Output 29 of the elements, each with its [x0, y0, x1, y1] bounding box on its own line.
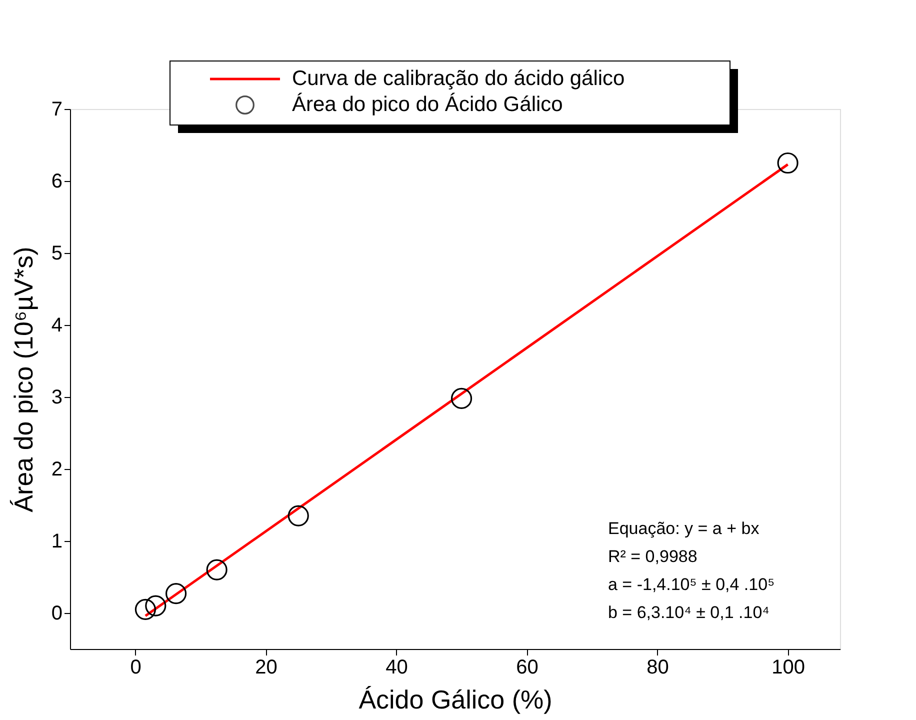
y-tick-label: 4	[51, 314, 62, 336]
legend-label: Área do pico do Ácido Gálico	[292, 92, 563, 116]
x-tick-label: 100	[772, 656, 805, 678]
annotation: Equação: y = a + bx	[608, 519, 760, 538]
y-tick-label: 6	[51, 170, 62, 192]
legend-label: Curva de calibração do ácido gálico	[292, 67, 625, 90]
annotation: b = 6,3.10⁴ ± 0,1 .10⁴	[608, 603, 770, 622]
y-tick-label: 5	[51, 242, 62, 264]
x-tick-label: 60	[516, 656, 538, 678]
x-tick-label: 20	[255, 656, 278, 678]
x-tick-label: 40	[386, 656, 408, 678]
y-tick-label: 1	[51, 530, 62, 552]
point	[145, 595, 166, 616]
annotation: R² = 0,9988	[608, 547, 698, 566]
point	[165, 583, 187, 604]
point	[450, 388, 472, 409]
point	[777, 152, 798, 174]
y-tick-label: 2	[51, 458, 62, 480]
y-tick-label: 0	[51, 602, 62, 624]
x-axis-title: Ácido Gálico (%)	[358, 684, 552, 714]
x-tick-label: 80	[646, 656, 669, 678]
point	[206, 559, 228, 580]
x-tick-label: 0	[130, 656, 142, 678]
y-tick-label: 3	[51, 386, 62, 408]
annotation: a = -1,4.10⁵ ± 0,4 .10⁵	[608, 575, 775, 594]
y-axis-title: Área do pico (10⁶µV*s)	[8, 246, 38, 512]
y-tick-label: 7	[51, 98, 62, 120]
point	[288, 505, 309, 526]
point	[134, 598, 156, 620]
